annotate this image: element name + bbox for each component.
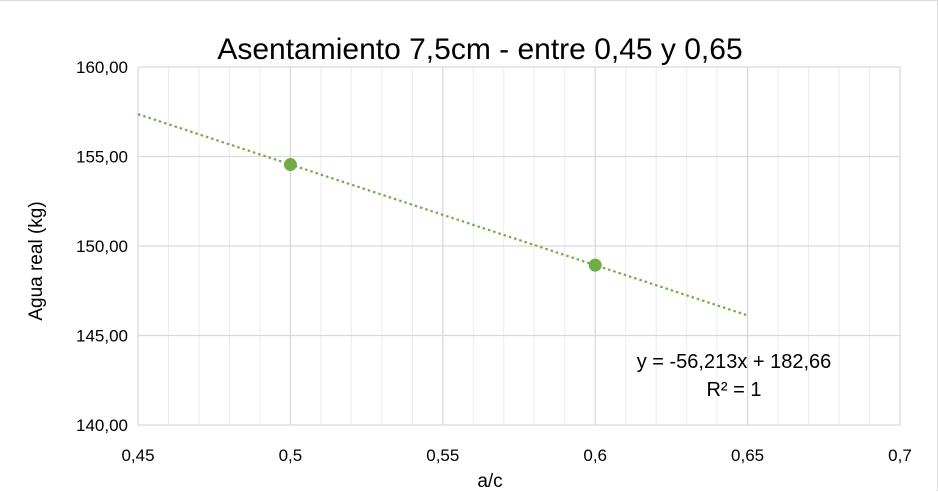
y-tick-label: 155,00 bbox=[76, 148, 128, 167]
trendline-r-squared: R² = 1 bbox=[706, 379, 761, 401]
major-gridlines bbox=[137, 66, 901, 426]
y-tick-label: 140,00 bbox=[76, 416, 128, 435]
x-tick-labels: 0,45 0,5 0,55 0,6 0,65 0,7 bbox=[121, 446, 911, 465]
y-tick-label: 150,00 bbox=[76, 237, 128, 256]
y-tick-label: 145,00 bbox=[76, 327, 128, 346]
data-point bbox=[283, 158, 297, 172]
y-tick-labels: 140,00 145,00 150,00 155,00 160,00 bbox=[76, 58, 128, 435]
x-tick-label: 0,65 bbox=[731, 446, 764, 465]
chart-title: Asentamiento 7,5cm - entre 0,45 y 0,65 bbox=[217, 33, 742, 66]
x-tick-label: 0,45 bbox=[121, 446, 154, 465]
x-tick-label: 0,5 bbox=[279, 446, 303, 465]
x-axis-title: a/c bbox=[477, 471, 502, 492]
x-tick-label: 0,55 bbox=[426, 446, 459, 465]
data-point bbox=[588, 258, 602, 272]
x-tick-label: 0,6 bbox=[583, 446, 607, 465]
x-tick-label: 0,7 bbox=[888, 446, 912, 465]
y-tick-label: 160,00 bbox=[76, 58, 128, 77]
data-points bbox=[283, 158, 602, 272]
y-axis-title: Agua real (kg) bbox=[26, 201, 47, 320]
trendline-group bbox=[137, 113, 748, 317]
trendline bbox=[137, 113, 748, 317]
trendline-equation: y = -56,213x + 182,66 bbox=[637, 351, 832, 373]
